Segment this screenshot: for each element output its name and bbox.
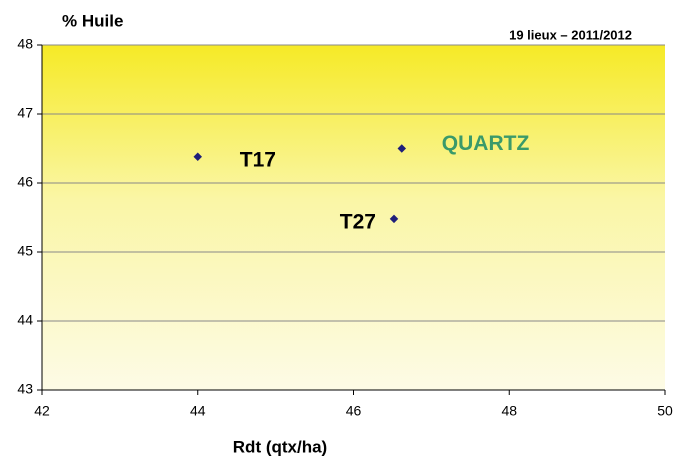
x-tick-label: 44	[190, 403, 206, 419]
y-tick-label: 46	[17, 174, 33, 190]
plot-area	[42, 45, 665, 390]
x-tick-label: 48	[501, 403, 517, 419]
y-tick-label: 47	[17, 105, 33, 121]
x-tick-label: 46	[346, 403, 362, 419]
y-tick-label: 48	[17, 36, 33, 52]
subtitle: 19 lieux – 2011/2012	[509, 27, 632, 42]
point-label: QUARTZ	[442, 132, 530, 155]
y-tick-label: 44	[17, 312, 33, 328]
y-tick-label: 45	[17, 243, 33, 259]
point	[397, 144, 407, 153]
point-label: T17	[240, 148, 276, 171]
y-axis-label: % Huile	[62, 11, 123, 30]
x-tick-label: 50	[657, 403, 673, 419]
y-tick-label: 43	[17, 381, 33, 397]
x-tick-label: 42	[34, 403, 50, 419]
point-label: T27	[340, 210, 376, 233]
x-axis-label: Rdt (qtx/ha)	[233, 437, 327, 456]
point	[193, 152, 202, 162]
point	[389, 214, 399, 224]
